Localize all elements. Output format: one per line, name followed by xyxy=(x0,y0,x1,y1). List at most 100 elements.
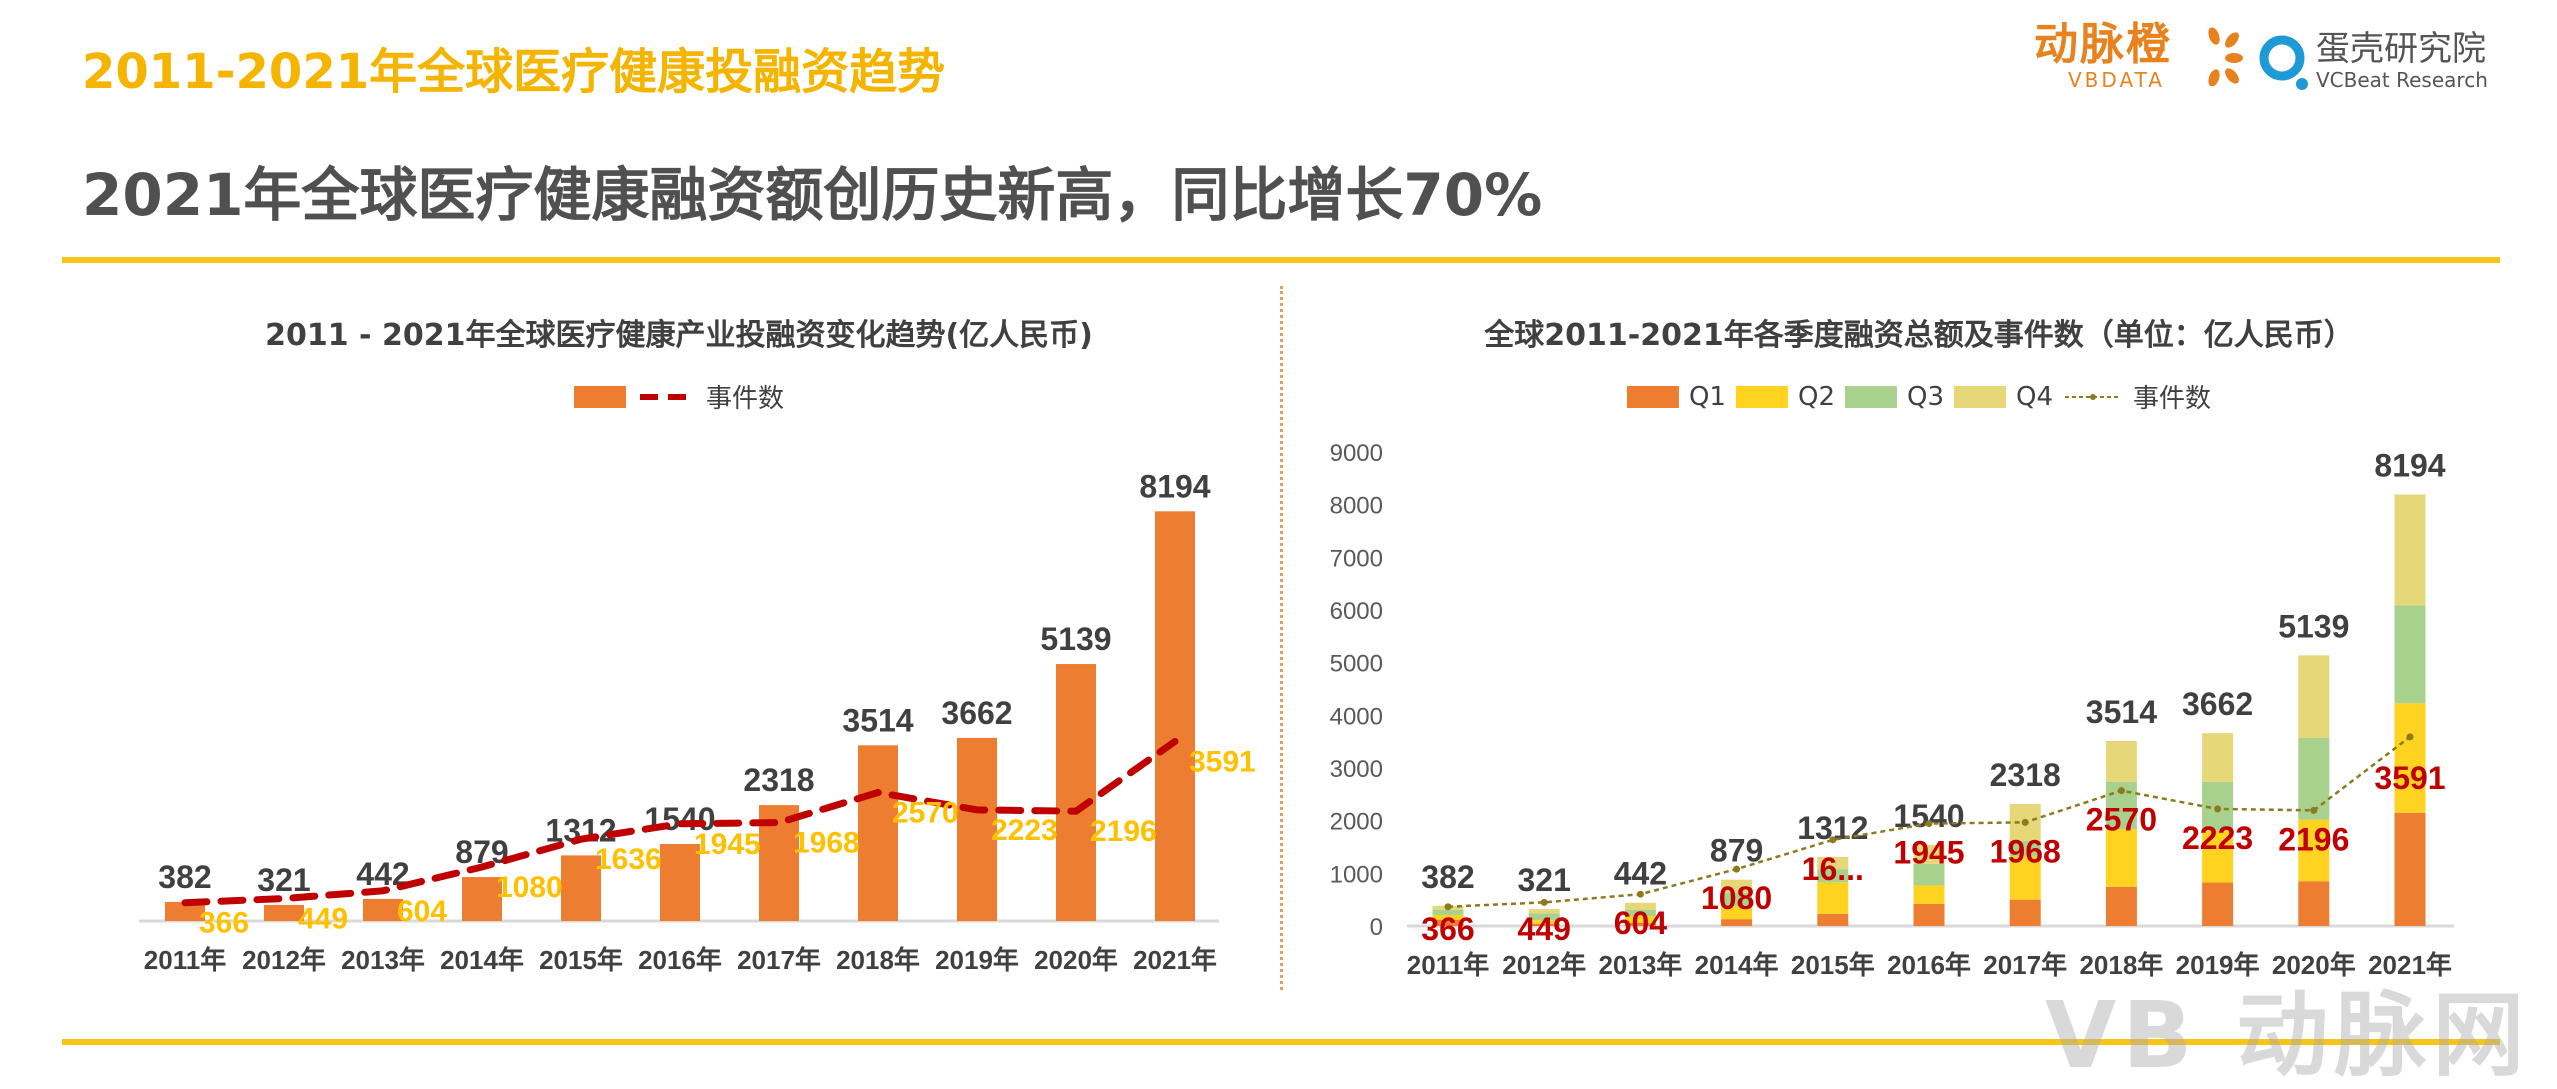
bar-segment-q2 xyxy=(2298,819,2330,882)
bar-segment-q1 xyxy=(2009,899,2041,926)
vcbeat-logo-subtext: VCBeat Research xyxy=(2316,68,2488,92)
bar-total-label: 879 xyxy=(1710,833,1763,869)
bar-total-label: 3662 xyxy=(2182,686,2253,722)
vbdata-logo: 动脉橙 VBDATA xyxy=(2034,22,2244,94)
x-tick-label: 2017年 xyxy=(1983,950,2067,980)
x-tick-label: 2020年 xyxy=(2272,950,2356,980)
bar-segment-q4 xyxy=(1624,902,1656,910)
bar-segment-q1 xyxy=(1432,919,1464,926)
bar-value-label: 321 xyxy=(257,862,310,898)
bar-value-label: 3662 xyxy=(941,695,1012,731)
event-count-label: 1636 xyxy=(595,843,662,876)
event-count-point xyxy=(2406,733,2414,741)
vcbeat-logo-text-block: 蛋壳研究院 VCBeat Research xyxy=(2316,30,2488,92)
bar-segment-q4 xyxy=(1913,844,1945,864)
x-tick-label: 2011年 xyxy=(144,945,226,975)
event-count-point xyxy=(1636,890,1644,898)
watermark-text: 动脉网 xyxy=(2236,982,2531,1089)
legend-label-q3: Q3 xyxy=(1906,381,1945,412)
bar-value-label: 5139 xyxy=(1040,621,1111,657)
bar-segment-q2 xyxy=(1528,920,1560,924)
event-count-label: 2570 xyxy=(892,797,959,830)
event-count-label: 2196 xyxy=(1090,815,1157,848)
event-count-point xyxy=(1540,898,1548,906)
event-count-label: 1080 xyxy=(1701,880,1772,916)
bar-segment-q4 xyxy=(1721,879,1753,893)
bar-segment-q1 xyxy=(2105,886,2137,926)
event-count-label: 1968 xyxy=(793,827,860,860)
event-count-point xyxy=(2117,787,2125,795)
bar-total-label: 442 xyxy=(1614,856,1667,892)
legend-swatch-line xyxy=(639,393,692,400)
event-count-label: 449 xyxy=(1518,911,1571,947)
legend-swatch-q4 xyxy=(1954,385,2007,408)
legend-label-events: 事件数 xyxy=(705,384,785,414)
event-count-label: 3591 xyxy=(2374,760,2445,796)
event-count-label: 366 xyxy=(199,907,249,940)
y-tick-label: 5000 xyxy=(1330,651,1383,678)
legend-label-q4: Q4 xyxy=(2016,381,2054,412)
bar-value-label: 382 xyxy=(158,859,211,895)
event-count-label: 604 xyxy=(1614,905,1668,941)
vbdata-burst-icon xyxy=(2208,27,2243,86)
bar-segment-q1 xyxy=(1817,913,1849,926)
x-tick-label: 2021年 xyxy=(1133,945,1217,975)
x-tick-label: 2021年 xyxy=(2368,950,2452,980)
event-count-line xyxy=(181,737,1179,907)
bar-segment-q4 xyxy=(1817,856,1849,870)
bar-value-label: 2318 xyxy=(743,762,814,798)
bar xyxy=(957,737,997,921)
bar-segment-q1 xyxy=(2394,812,2426,926)
x-tick-label: 2018年 xyxy=(836,945,920,975)
section-title: 2011-2021年全球医疗健康投融资趋势 xyxy=(82,44,946,100)
left-chart-title: 2011 - 2021年全球医疗健康产业投融资变化趋势(亿人民币) xyxy=(265,318,1093,353)
legend-swatch-events xyxy=(2065,393,2122,400)
event-count-label: 3591 xyxy=(1189,745,1256,778)
bar-total-label: 321 xyxy=(1518,862,1571,898)
bar-value-label: 1540 xyxy=(644,801,715,837)
bar-segment-q4 xyxy=(2394,494,2426,606)
y-tick-label: 0 xyxy=(1370,914,1383,941)
legend-swatch-q3 xyxy=(1844,385,1897,408)
x-tick-label: 2014年 xyxy=(1695,950,1779,980)
bar-segment-q1 xyxy=(2202,882,2234,926)
y-tick-label: 8000 xyxy=(1330,493,1383,520)
x-tick-label: 2012年 xyxy=(242,945,326,975)
vcbeat-logo-text: 蛋壳研究院 xyxy=(2316,29,2486,69)
bar-segment-q3 xyxy=(1432,909,1464,915)
bar xyxy=(1056,664,1096,921)
bar xyxy=(264,904,304,921)
bar xyxy=(363,898,403,921)
bar-segment-q1 xyxy=(1721,919,1753,926)
y-tick-label: 9000 xyxy=(1330,440,1383,467)
x-tick-label: 2017年 xyxy=(737,945,821,975)
x-tick-label: 2018年 xyxy=(2079,950,2163,980)
left-chart-legend: 事件数 xyxy=(573,378,785,415)
legend-swatch-q2 xyxy=(1735,385,1788,408)
watermark: VB 动脉网 xyxy=(2045,982,2531,1089)
event-count-label: 1080 xyxy=(496,871,563,904)
bar-segment-q3 xyxy=(1624,909,1656,916)
event-count-point xyxy=(1444,903,1452,911)
legend-swatch-q1 xyxy=(1626,385,1679,408)
bar-segment-q2 xyxy=(1913,885,1945,904)
event-count-point xyxy=(1829,836,1837,844)
chart-divider xyxy=(1280,286,1283,990)
event-count-point xyxy=(2310,806,2318,814)
y-tick-label: 7000 xyxy=(1330,545,1383,572)
x-tick-label: 2011年 xyxy=(1407,950,1489,980)
event-count-label: 449 xyxy=(298,903,348,936)
y-tick-label: 6000 xyxy=(1330,598,1383,625)
left-chart: 3822011年3212012年4422013年8792014年13122015… xyxy=(139,468,1256,975)
event-count-point xyxy=(1925,820,1933,828)
event-count-label: 1968 xyxy=(1990,833,2061,869)
bar-segment-q2 xyxy=(2009,856,2041,900)
event-count-point xyxy=(2214,805,2222,813)
x-tick-label: 2020年 xyxy=(1034,945,1118,975)
legend-swatch-bar xyxy=(573,385,626,408)
x-tick-label: 2019年 xyxy=(2176,950,2260,980)
bar-segment-q3 xyxy=(2298,737,2330,820)
event-count-label: 16... xyxy=(1802,851,1864,887)
event-count-label: 604 xyxy=(397,895,447,928)
event-count-label: 1945 xyxy=(1893,835,1964,871)
